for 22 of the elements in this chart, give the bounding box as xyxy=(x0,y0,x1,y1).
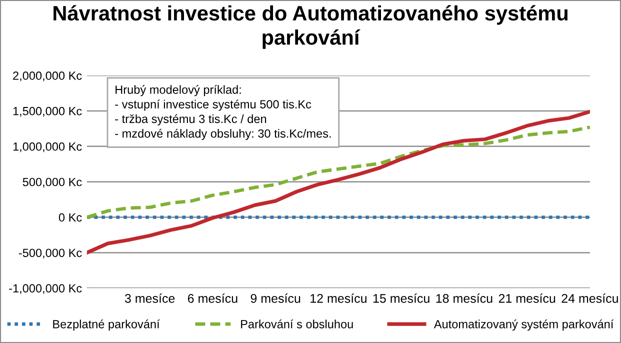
chart-title: Návratnost investice do Automatizovaného systému parkování xyxy=(54,5,568,49)
y-tick-label: -1,000,000 Kc xyxy=(9,284,82,294)
y-tick-label: 0 Kc xyxy=(58,213,82,222)
y-tick-label: 2,000,000 Kc xyxy=(13,71,82,82)
y-tick-label: -500,000 Kc xyxy=(18,248,82,258)
x-tick-label: 12 mesícu xyxy=(310,294,366,303)
y-tick-label: 1,000,000 Kc xyxy=(13,142,82,152)
x-tick-label: 18 mesícu xyxy=(436,294,492,303)
line-series xyxy=(86,126,590,219)
y-tick-label: 1,500,000 Kc xyxy=(13,106,82,117)
y-tick-label: 500,000 Kc xyxy=(22,178,82,188)
legend-label: Automatizovaný systém parkování xyxy=(434,320,614,331)
x-tick-label: 15 mesícu xyxy=(373,294,430,303)
x-tick-label: 6 mesícu xyxy=(188,294,238,303)
legend-label: Parkování s obsluhou xyxy=(241,320,353,328)
x-tick-label: 21 mesícu xyxy=(498,294,556,303)
x-tick-label: 24 mesícu xyxy=(562,294,618,303)
x-tick-label: 9 mesícu xyxy=(250,294,300,303)
x-tick-label: 3 mesíce xyxy=(124,294,175,303)
line-series xyxy=(86,110,590,254)
annotation: Hrubý modelový príklad: - vstupní investice systému 500 tis.Kc - tržba systému 3 tis.Kc / den - mzdové náklady obsluhy: 30 tis.Kc/mes. xyxy=(115,85,331,140)
legend-label: Bezplatné parkování xyxy=(53,320,160,331)
